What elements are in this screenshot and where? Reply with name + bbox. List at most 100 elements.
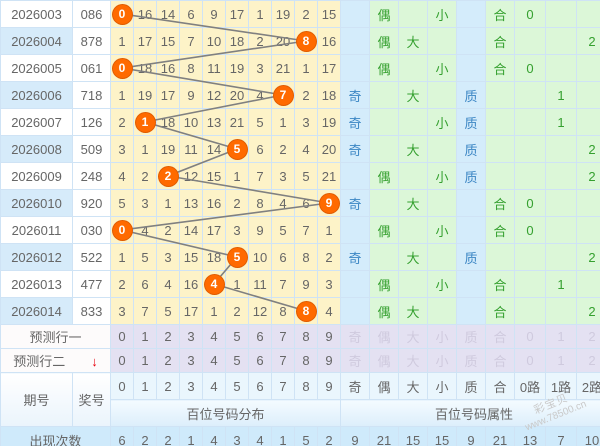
prediction-attribute-cell[interactable]: 1 xyxy=(545,324,577,349)
digit-column-header[interactable]: 3 xyxy=(179,372,203,400)
digit-column-header[interactable]: 7 xyxy=(271,372,295,400)
prediction-attribute-cell[interactable]: 质 xyxy=(456,348,486,373)
prediction-digit-cell[interactable]: 8 xyxy=(294,324,318,349)
issue-number[interactable]: 2026003 xyxy=(0,0,73,28)
prediction-row[interactable]: 预测行二 ↓ 0 1 2 3 4 5 6 7 8 9 奇偶大小质合 0 1 2 xyxy=(0,348,600,373)
prediction-digit-cell[interactable]: 0 xyxy=(110,324,134,349)
distribution-cell: 3 xyxy=(156,243,180,271)
issue-number[interactable]: 2026006 xyxy=(0,81,73,109)
prediction-digit-cell[interactable]: 5 xyxy=(225,348,249,373)
attribute-cell xyxy=(427,81,457,109)
digit-column-header[interactable]: 8 xyxy=(294,372,318,400)
prediction-digit-cell[interactable]: 1 xyxy=(133,348,157,373)
digit-column-header[interactable]: 4 xyxy=(202,372,226,400)
prediction-digit-cell[interactable]: 2 xyxy=(156,348,180,373)
prediction-digit-cell[interactable]: 7 xyxy=(271,348,295,373)
prediction-digit-cell[interactable]: 7 xyxy=(271,324,295,349)
distribution-cell: 15 xyxy=(317,0,341,28)
attribute-column-header[interactable]: 质 xyxy=(456,372,486,400)
attribute-cell xyxy=(456,189,486,217)
arrow-down-icon[interactable]: ↓ xyxy=(91,354,98,369)
attribute-column-header[interactable]: 1路 xyxy=(545,372,577,400)
prediction-digit-cell[interactable]: 3 xyxy=(179,324,203,349)
attribute-column-header[interactable]: 偶 xyxy=(369,372,399,400)
prediction-attribute-cell[interactable]: 2 xyxy=(576,324,600,349)
attribute-column-header[interactable]: 0路 xyxy=(514,372,546,400)
attribute-column-header[interactable]: 大 xyxy=(398,372,428,400)
table-row: 2026008 509 3 1 19 11 14 5 6 2 4 20 奇大质 2 xyxy=(0,135,600,163)
distribution-cell: 4 xyxy=(294,135,318,163)
issue-number[interactable]: 2026007 xyxy=(0,108,73,136)
prediction-attribute-cell[interactable]: 1 xyxy=(545,348,577,373)
prediction-attribute-cell[interactable]: 偶 xyxy=(369,348,399,373)
attribute-cell xyxy=(485,243,515,271)
issue-number[interactable]: 2026005 xyxy=(0,54,73,82)
distribution-cell: 12 xyxy=(202,81,226,109)
issue-number[interactable]: 2026013 xyxy=(0,270,73,298)
prediction-attribute-cell[interactable]: 大 xyxy=(398,348,428,373)
prediction-digit-cell[interactable]: 6 xyxy=(248,348,272,373)
attribute-cell: 奇 xyxy=(340,189,370,217)
attribute-column-header[interactable]: 2路 xyxy=(576,372,600,400)
digit-column-header[interactable]: 0 xyxy=(110,372,134,400)
prediction-attribute-cell[interactable]: 2 xyxy=(576,348,600,373)
digit-column-header[interactable]: 9 xyxy=(317,372,341,400)
prediction-attribute-cell[interactable]: 质 xyxy=(456,324,486,349)
prediction-attribute-cell[interactable]: 小 xyxy=(427,348,457,373)
prediction-row[interactable]: 预测行一 0 1 2 3 4 5 6 7 8 9 奇偶大小质合 0 1 2 xyxy=(0,324,600,349)
issue-number[interactable]: 2026014 xyxy=(0,297,73,325)
issue-number[interactable]: 2026009 xyxy=(0,162,73,190)
prediction-attribute-cell[interactable]: 0 xyxy=(514,324,546,349)
digit-column-header[interactable]: 5 xyxy=(225,372,249,400)
digit-column-header[interactable]: 6 xyxy=(248,372,272,400)
prediction-digit-cell[interactable]: 3 xyxy=(179,348,203,373)
prediction-digit-cell[interactable]: 6 xyxy=(248,324,272,349)
hit-ball: 4 xyxy=(204,274,224,294)
prediction-attribute-cell[interactable]: 偶 xyxy=(369,324,399,349)
hit-ball: 1 xyxy=(135,112,155,132)
attribute-cell: 2 xyxy=(576,297,600,325)
prediction-attribute-cell[interactable]: 合 xyxy=(485,324,515,349)
prediction-digit-cell[interactable]: 4 xyxy=(202,348,226,373)
prediction-digit-cell[interactable]: 8 xyxy=(294,348,318,373)
attribute-cell: 偶 xyxy=(369,270,399,298)
attribute-cell xyxy=(485,162,515,190)
totals-attribute-count: 21 xyxy=(369,426,399,446)
prediction-digit-cell[interactable]: 0 xyxy=(110,348,134,373)
prediction-attribute-cell[interactable]: 奇 xyxy=(340,348,370,373)
attribute-column-header[interactable]: 小 xyxy=(427,372,457,400)
issue-number[interactable]: 2026004 xyxy=(0,27,73,55)
attribute-cell: 质 xyxy=(456,162,486,190)
distribution-cell: 16 xyxy=(317,27,341,55)
attribute-column-header[interactable]: 合 xyxy=(485,372,515,400)
prediction-attribute-cell[interactable]: 合 xyxy=(485,348,515,373)
digit-column-header[interactable]: 2 xyxy=(156,372,180,400)
prediction-attribute-cell[interactable]: 大 xyxy=(398,324,428,349)
prediction-digit-cell[interactable]: 4 xyxy=(202,324,226,349)
attribute-cell xyxy=(545,27,577,55)
prediction-digit-cell[interactable]: 1 xyxy=(133,324,157,349)
table-row: 2026014 833 3 7 5 17 1 2 12 8 8 4 偶大合 2 xyxy=(0,297,600,325)
prediction-digit-cell[interactable]: 2 xyxy=(156,324,180,349)
issue-number[interactable]: 2026011 xyxy=(0,216,73,244)
attribute-cell: 质 xyxy=(456,108,486,136)
totals-digit-count: 4 xyxy=(202,426,226,446)
prediction-digit-cell[interactable]: 5 xyxy=(225,324,249,349)
prediction-attribute-cell[interactable]: 0 xyxy=(514,348,546,373)
prediction-attribute-cell[interactable]: 奇 xyxy=(340,324,370,349)
prediction-label[interactable]: 预测行一 xyxy=(0,324,111,349)
hit-ball-cell: 0 xyxy=(110,54,134,82)
prediction-label[interactable]: 预测行二 ↓ xyxy=(0,348,111,373)
prediction-attribute-cell[interactable]: 小 xyxy=(427,324,457,349)
issue-number[interactable]: 2026012 xyxy=(0,243,73,271)
attribute-cell: 奇 xyxy=(340,243,370,271)
attribute-cell: 0 xyxy=(514,54,546,82)
prediction-digit-cell[interactable]: 9 xyxy=(317,348,341,373)
attribute-column-header[interactable]: 奇 xyxy=(340,372,370,400)
digit-column-header[interactable]: 1 xyxy=(133,372,157,400)
distribution-cell: 1 xyxy=(225,162,249,190)
issue-number[interactable]: 2026010 xyxy=(0,189,73,217)
prediction-digit-cell[interactable]: 9 xyxy=(317,324,341,349)
issue-number[interactable]: 2026008 xyxy=(0,135,73,163)
